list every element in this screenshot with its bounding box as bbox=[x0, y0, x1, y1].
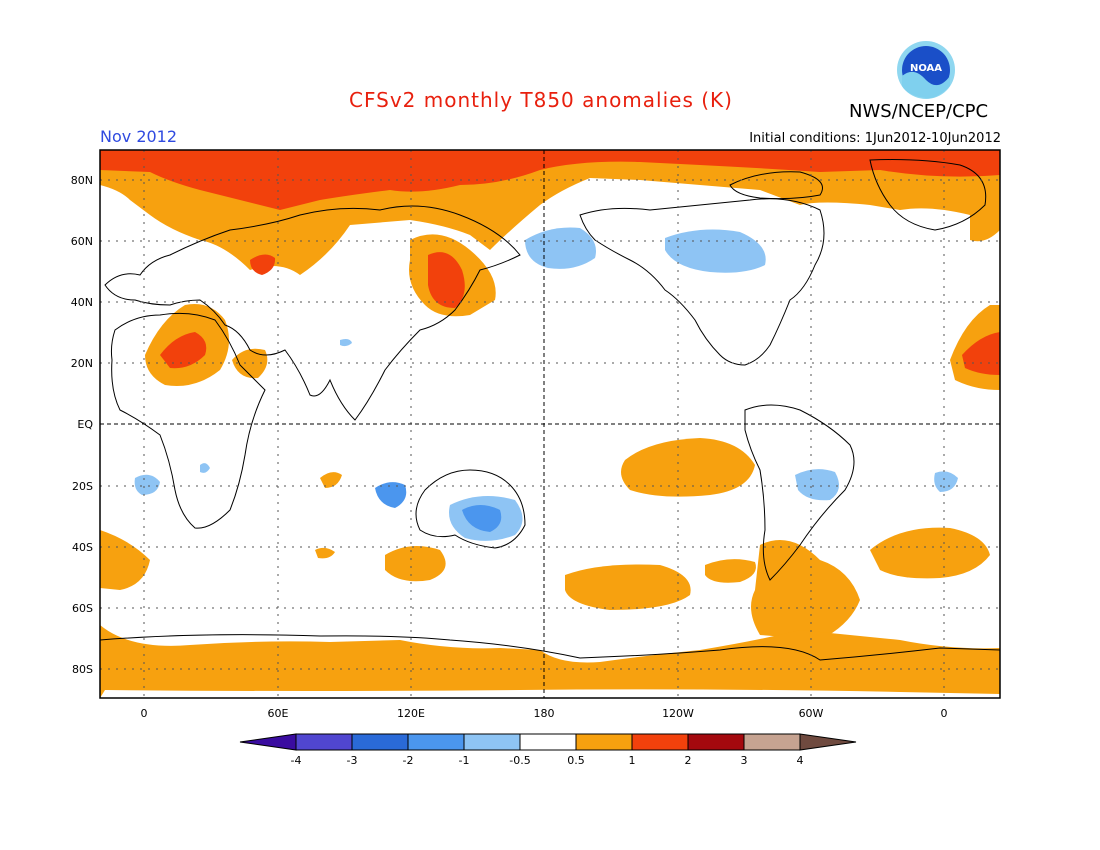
colorbar-tick-label: -4 bbox=[291, 754, 302, 767]
map-frame bbox=[99, 149, 1001, 699]
lat-label: 60N bbox=[71, 235, 93, 248]
north-africa-strong-anomaly bbox=[160, 332, 207, 369]
colorbar-tick-label: -1 bbox=[459, 754, 470, 767]
colorbar-box bbox=[743, 733, 801, 751]
south-pacific-warm-anomaly bbox=[621, 438, 755, 497]
southern-ocean-warm-anomalies bbox=[100, 472, 990, 640]
forecast-month-label: Nov 2012 bbox=[100, 127, 178, 146]
lat-label: 20N bbox=[71, 357, 93, 370]
chart-title: CFSv2 monthly T850 anomalies (K) bbox=[349, 88, 733, 112]
cool-anomalies bbox=[134, 227, 958, 541]
colorbar-box bbox=[295, 733, 353, 751]
coastlines bbox=[100, 159, 1000, 661]
arctic-warm-anomaly bbox=[100, 150, 1000, 275]
lon-label: 120W bbox=[662, 707, 694, 720]
colorbar-box bbox=[519, 733, 577, 751]
colorbar-tick-label: 3 bbox=[741, 754, 748, 767]
lat-label: 40N bbox=[71, 296, 93, 309]
lat-label: 60S bbox=[72, 602, 93, 615]
colorbar-tick-label: 0.5 bbox=[567, 754, 585, 767]
colorbar-tick-label: 1 bbox=[629, 754, 636, 767]
colorbar-tick-label: 4 bbox=[797, 754, 804, 767]
colorbar-labels: -4 -3 -2 -1 -0.5 0.5 1 2 3 4 bbox=[291, 754, 804, 767]
lon-label: 0 bbox=[141, 707, 148, 720]
equator-and-dateline bbox=[100, 150, 1000, 698]
colorbar-box bbox=[687, 733, 745, 751]
colorbar-box bbox=[631, 733, 689, 751]
colorbar-box bbox=[463, 733, 521, 751]
colorbar-boxes bbox=[239, 733, 857, 751]
antarctic-warm-anomaly bbox=[100, 625, 1000, 698]
colorbar-right-arrow bbox=[799, 733, 857, 751]
central-asia-strong-anomaly bbox=[250, 254, 276, 275]
noaa-logo: NOAA bbox=[897, 41, 955, 99]
initial-conditions-label: Initial conditions: 1Jun2012-10Jun2012 bbox=[749, 131, 1001, 146]
lat-label: 40S bbox=[72, 541, 93, 554]
colorbar-box bbox=[575, 733, 633, 751]
lon-label: 180 bbox=[534, 707, 555, 720]
lat-label: 80S bbox=[72, 663, 93, 676]
colorbar-left-arrow bbox=[239, 733, 297, 751]
lon-label: 60E bbox=[268, 707, 289, 720]
east-africa-strong-anomaly bbox=[962, 332, 1000, 375]
lon-label: 60W bbox=[799, 707, 824, 720]
lon-label: 120E bbox=[397, 707, 425, 720]
agency-label: NWS/NCEP/CPC bbox=[849, 101, 989, 122]
colorbar-tick-label: -3 bbox=[347, 754, 358, 767]
lat-label: 20S bbox=[72, 480, 93, 493]
map-area bbox=[100, 150, 1000, 698]
lat-label: 80N bbox=[71, 174, 93, 187]
longitude-labels: 0 60E 120E 180 120W 60W 0 bbox=[141, 707, 948, 720]
east-asia-strong-anomaly bbox=[428, 252, 465, 308]
colorbar-tick-label: -2 bbox=[403, 754, 414, 767]
logo-text: NOAA bbox=[910, 63, 942, 74]
colorbar-tick-label: 2 bbox=[685, 754, 692, 767]
arabia-warm-anomaly bbox=[232, 348, 268, 379]
latitude-labels: 80N 60N 40N 20N EQ 20S 40S 60S 80S bbox=[71, 174, 94, 676]
colorbar-box bbox=[351, 733, 409, 751]
lon-label: 0 bbox=[941, 707, 948, 720]
lat-label: EQ bbox=[77, 418, 93, 431]
colorbar-box bbox=[407, 733, 465, 751]
colorbar-tick-label: -0.5 bbox=[509, 754, 530, 767]
